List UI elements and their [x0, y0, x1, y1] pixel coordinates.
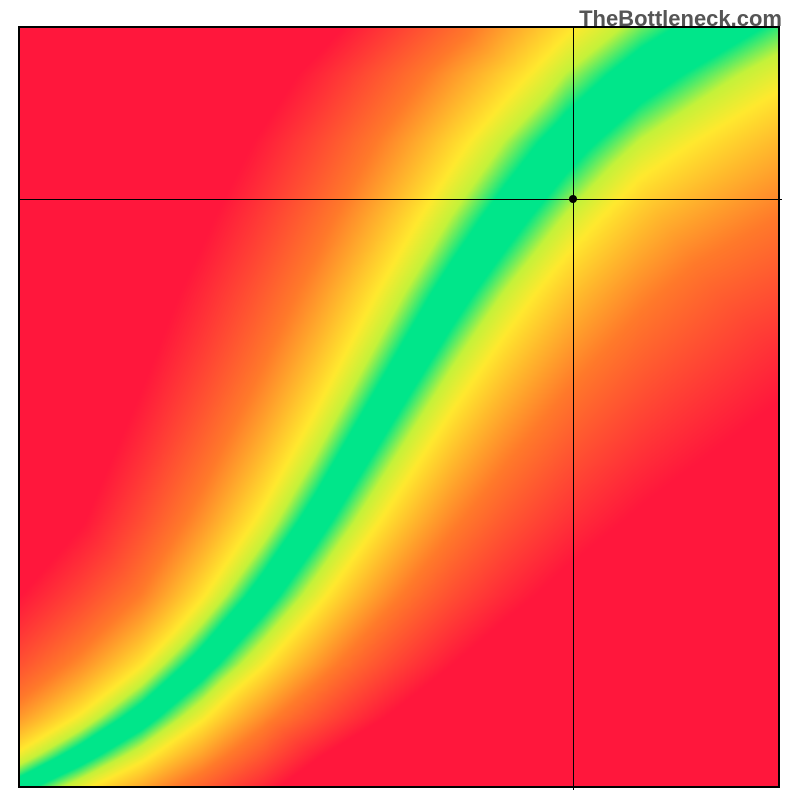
watermark-text: TheBottleneck.com [579, 6, 782, 32]
crosshair-marker [569, 195, 577, 203]
heatmap-canvas [20, 28, 778, 786]
chart-container: TheBottleneck.com [0, 0, 800, 800]
crosshair-horizontal [20, 199, 782, 200]
crosshair-vertical [573, 28, 574, 790]
heatmap-plot [18, 26, 780, 788]
